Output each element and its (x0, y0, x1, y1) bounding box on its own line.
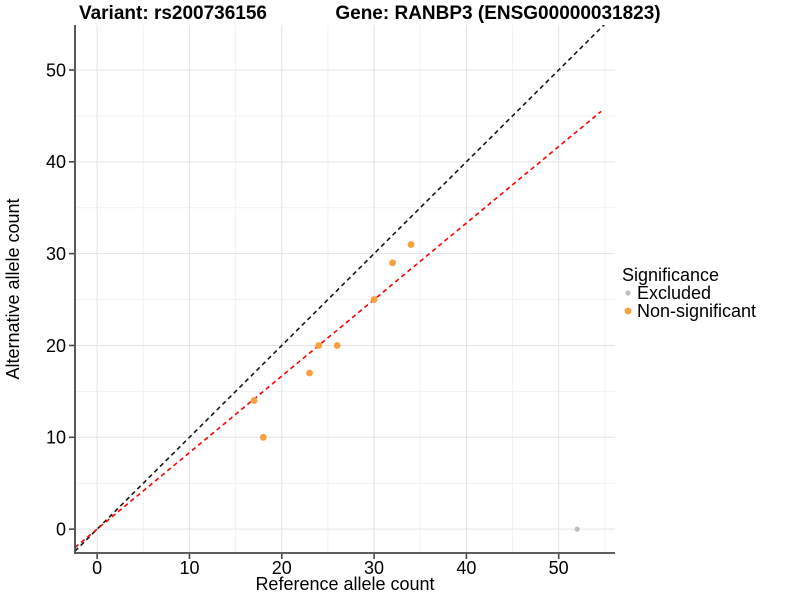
legend-label-excluded: Excluded (637, 283, 711, 303)
legend-dot-non-significant (624, 307, 632, 315)
grid-major (75, 25, 615, 553)
y-tick-label: 10 (46, 428, 66, 448)
series-excluded (574, 526, 580, 532)
reference-lines (75, 25, 606, 552)
data-point (389, 259, 396, 267)
x-tick-label: 30 (364, 558, 384, 578)
y-axis-title: Alternative allele count (3, 198, 23, 379)
data-point (315, 342, 323, 349)
plot-title-gene: Gene: RANBP3 (ENSG00000031823) (335, 3, 660, 24)
data-point (370, 296, 378, 303)
series-non-significant (250, 241, 415, 441)
legend-title: Significance (622, 265, 719, 285)
x-axis-title: Reference allele count (255, 574, 434, 594)
y-tick-label: 50 (46, 60, 66, 80)
y-tick-label: 40 (46, 152, 66, 172)
plot-area: 0 10 20 30 40 50 0 10 20 30 40 50 (46, 25, 615, 578)
data-point (574, 526, 580, 532)
x-tick-label: 40 (456, 558, 476, 578)
x-tick-label: 20 (272, 558, 292, 578)
data-point (250, 397, 258, 404)
y-tick-label: 0 (56, 519, 66, 539)
y-tick-label: 30 (46, 244, 66, 264)
legend: Significance Excluded Non-significant (622, 265, 756, 321)
grid-minor (75, 25, 615, 553)
data-point (259, 433, 267, 441)
x-tick-label: 10 (179, 558, 199, 578)
axis-lines (74, 25, 615, 554)
plot-title-variant: Variant: rs200736156 (79, 3, 267, 24)
y-tick-label: 20 (46, 336, 66, 356)
x-tick-label: 50 (549, 558, 569, 578)
data-point (407, 241, 415, 248)
data-point (306, 369, 313, 377)
axis-ticks: 0 10 20 30 40 50 0 10 20 30 40 50 (46, 60, 569, 578)
abline-identity (75, 25, 606, 552)
data-point (333, 342, 341, 349)
x-tick-label: 0 (92, 558, 102, 578)
legend-dot-excluded (625, 290, 631, 296)
abline-expected-ratio (75, 110, 602, 549)
legend-label-non-significant: Non-significant (637, 301, 756, 321)
